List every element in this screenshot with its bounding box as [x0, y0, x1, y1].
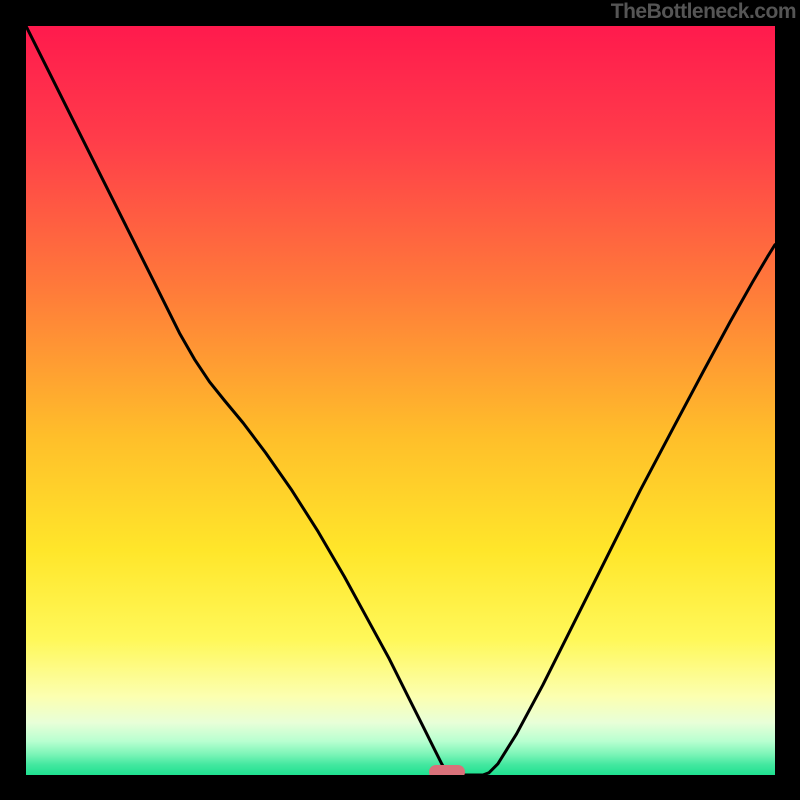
- plot-area: [26, 26, 775, 775]
- bottleneck-chart: TheBottleneck.com: [0, 0, 800, 800]
- optimal-marker: [429, 765, 465, 775]
- bottleneck-curve: [26, 26, 775, 775]
- attribution-label: TheBottleneck.com: [611, 0, 796, 24]
